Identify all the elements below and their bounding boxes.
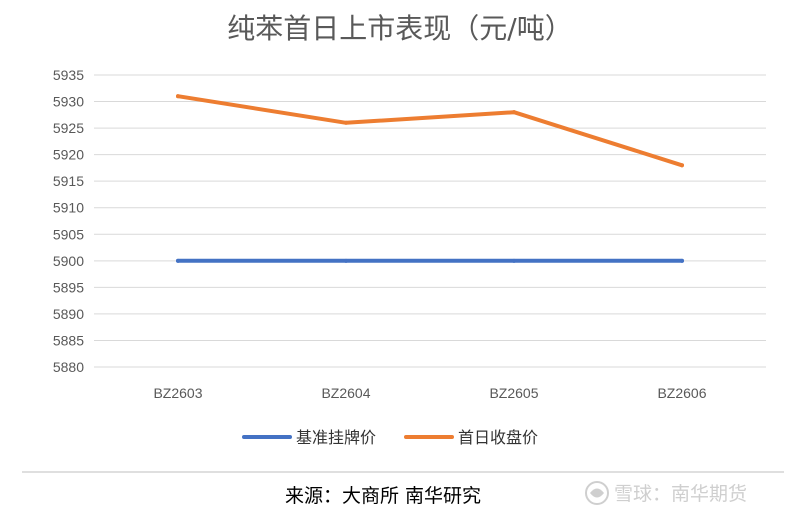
data-point [176,258,180,263]
y-tick-label: 5910 [53,200,84,216]
data-point [344,258,348,263]
x-tick-label: BZ2603 [153,385,202,401]
y-tick-label: 5920 [53,147,84,163]
y-tick-label: 5905 [53,226,84,242]
legend-label: 基准挂牌价 [296,428,376,447]
x-tick-label: BZ2605 [489,385,538,401]
y-tick-label: 5935 [53,67,84,83]
y-axis: 5935 5930 5925 5920 5915 5910 5905 5900 5895 5890… [53,67,84,375]
y-tick-label: 5900 [53,253,84,269]
x-tick-label: BZ2606 [657,385,706,401]
y-tick-label: 5925 [53,120,84,136]
series-lines [176,94,684,263]
legend-label: 首日收盘价 [458,428,538,447]
x-tick-label: BZ2604 [321,385,370,401]
chart-title: 纯苯首日上市表现（元/吨） [227,12,572,45]
x-axis: BZ2603 BZ2604 BZ2605 BZ2606 [153,385,706,401]
watermark-text: 雪球：南华期货 [614,483,747,505]
y-tick-label: 5930 [53,94,84,110]
snowball-logo-icon [585,481,609,505]
source-note: 来源：大商所 南华研究 [285,485,481,507]
data-point [176,94,180,99]
y-tick-label: 5915 [53,173,84,189]
data-point [344,120,348,125]
y-tick-label: 5890 [53,306,84,322]
legend: 基准挂牌价 首日收盘价 [242,428,538,447]
y-tick-label: 5895 [53,279,84,295]
data-point [680,163,684,168]
data-point [512,258,516,263]
y-tick-label: 5885 [53,332,84,348]
y-tick-label: 5880 [53,359,84,375]
watermark: 雪球：南华期货 [585,481,747,505]
data-point [680,258,684,263]
data-point [512,110,516,115]
series-line-1 [176,94,684,168]
